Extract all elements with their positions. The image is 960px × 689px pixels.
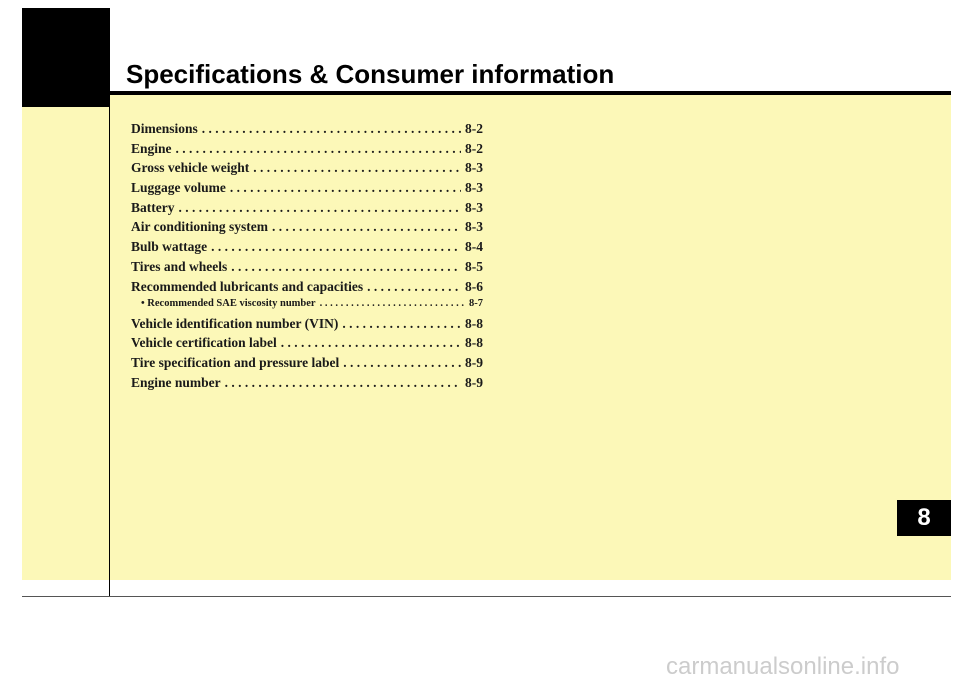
toc-leader-dots bbox=[225, 375, 461, 391]
toc-item-label: Tires and wheels bbox=[131, 258, 228, 274]
toc-item[interactable]: Vehicle certification label 8-8 bbox=[131, 335, 483, 355]
toc-item[interactable]: Luggage volume 8-3 bbox=[131, 180, 483, 200]
toc-item-label: Engine bbox=[131, 140, 172, 156]
toc-leader-dots bbox=[176, 141, 461, 157]
bottom-rule bbox=[22, 596, 951, 597]
toc-item-page: 8-3 bbox=[465, 219, 483, 235]
toc-item[interactable]: Engine 8-2 bbox=[131, 141, 483, 161]
toc-item-page: 8-5 bbox=[465, 258, 483, 274]
toc-leader-dots bbox=[230, 180, 461, 196]
toc-item-page: 8-3 bbox=[465, 180, 483, 196]
toc-item[interactable]: Tires and wheels 8-5 bbox=[131, 259, 483, 279]
table-of-contents: Dimensions 8-2 Engine 8-2 Gross vehicle weig… bbox=[131, 121, 483, 394]
toc-leader-dots bbox=[320, 298, 465, 309]
toc-item-label: Battery bbox=[131, 199, 175, 215]
watermark-text: carmanualsonline.info bbox=[666, 653, 900, 680]
toc-item-label: Bulb wattage bbox=[131, 239, 208, 255]
toc-leader-dots bbox=[342, 316, 461, 332]
toc-subitem[interactable]: • Recommended SAE viscosity number 8-7 bbox=[131, 298, 483, 316]
toc-item-page: 8-3 bbox=[465, 160, 483, 176]
toc-item[interactable]: Air conditioning system 8-3 bbox=[131, 219, 483, 239]
page-title: Specifications & Consumer information bbox=[126, 59, 615, 89]
toc-leader-dots bbox=[231, 259, 461, 275]
toc-item-page: 8-7 bbox=[469, 298, 483, 310]
toc-item-label: Dimensions bbox=[131, 121, 198, 136]
toc-item[interactable]: Battery 8-3 bbox=[131, 200, 483, 220]
title-underline bbox=[110, 91, 951, 95]
chapter-tab[interactable]: 8 bbox=[897, 500, 951, 536]
margin-rule bbox=[109, 8, 110, 597]
toc-item-label: Recommended lubricants and capacities bbox=[131, 278, 364, 294]
toc-item[interactable]: Gross vehicle weight 8-3 bbox=[131, 160, 483, 180]
toc-item[interactable]: Bulb wattage 8-4 bbox=[131, 239, 483, 259]
content-panel bbox=[22, 8, 951, 580]
toc-item[interactable]: Recommended lubricants and capacities 8-6 bbox=[131, 279, 483, 299]
header-area bbox=[110, 8, 951, 92]
toc-item-page: 8-9 bbox=[465, 355, 483, 371]
toc-item[interactable]: Tire specification and pressure label 8-9 bbox=[131, 355, 483, 375]
toc-item-label: Vehicle identification number (VIN) bbox=[131, 315, 339, 331]
toc-item-page: 8-8 bbox=[465, 335, 483, 351]
toc-item-page: 8-4 bbox=[465, 239, 483, 255]
toc-leader-dots bbox=[343, 355, 461, 371]
toc-leader-dots bbox=[281, 335, 461, 351]
toc-leader-dots bbox=[202, 121, 461, 137]
toc-item[interactable]: Dimensions 8-2 bbox=[131, 121, 483, 141]
toc-item-page: 8-2 bbox=[465, 140, 483, 156]
toc-item[interactable]: Engine number 8-9 bbox=[131, 375, 483, 395]
toc-item-label: Gross vehicle weight bbox=[131, 160, 250, 176]
toc-item-label: Vehicle certification label bbox=[131, 335, 277, 351]
toc-item-label: Air conditioning system bbox=[131, 219, 269, 235]
toc-item-page: 8-2 bbox=[465, 121, 483, 136]
corner-block bbox=[22, 8, 110, 107]
toc-item-page: 8-3 bbox=[465, 199, 483, 215]
toc-leader-dots bbox=[178, 200, 461, 216]
toc-item-page: 8-6 bbox=[465, 278, 483, 294]
toc-item-page: 8-9 bbox=[465, 374, 483, 390]
toc-item-page: 8-8 bbox=[465, 315, 483, 331]
toc-item-label: • Recommended SAE viscosity number bbox=[141, 298, 316, 310]
toc-leader-dots bbox=[211, 239, 461, 255]
toc-item-label: Luggage volume bbox=[131, 180, 226, 196]
toc-leader-dots bbox=[253, 160, 461, 176]
toc-item[interactable]: Vehicle identification number (VIN) 8-8 bbox=[131, 316, 483, 336]
toc-leader-dots bbox=[367, 279, 461, 295]
toc-item-label: Engine number bbox=[131, 374, 221, 390]
toc-leader-dots bbox=[272, 219, 461, 235]
toc-item-label: Tire specification and pressure label bbox=[131, 355, 340, 371]
